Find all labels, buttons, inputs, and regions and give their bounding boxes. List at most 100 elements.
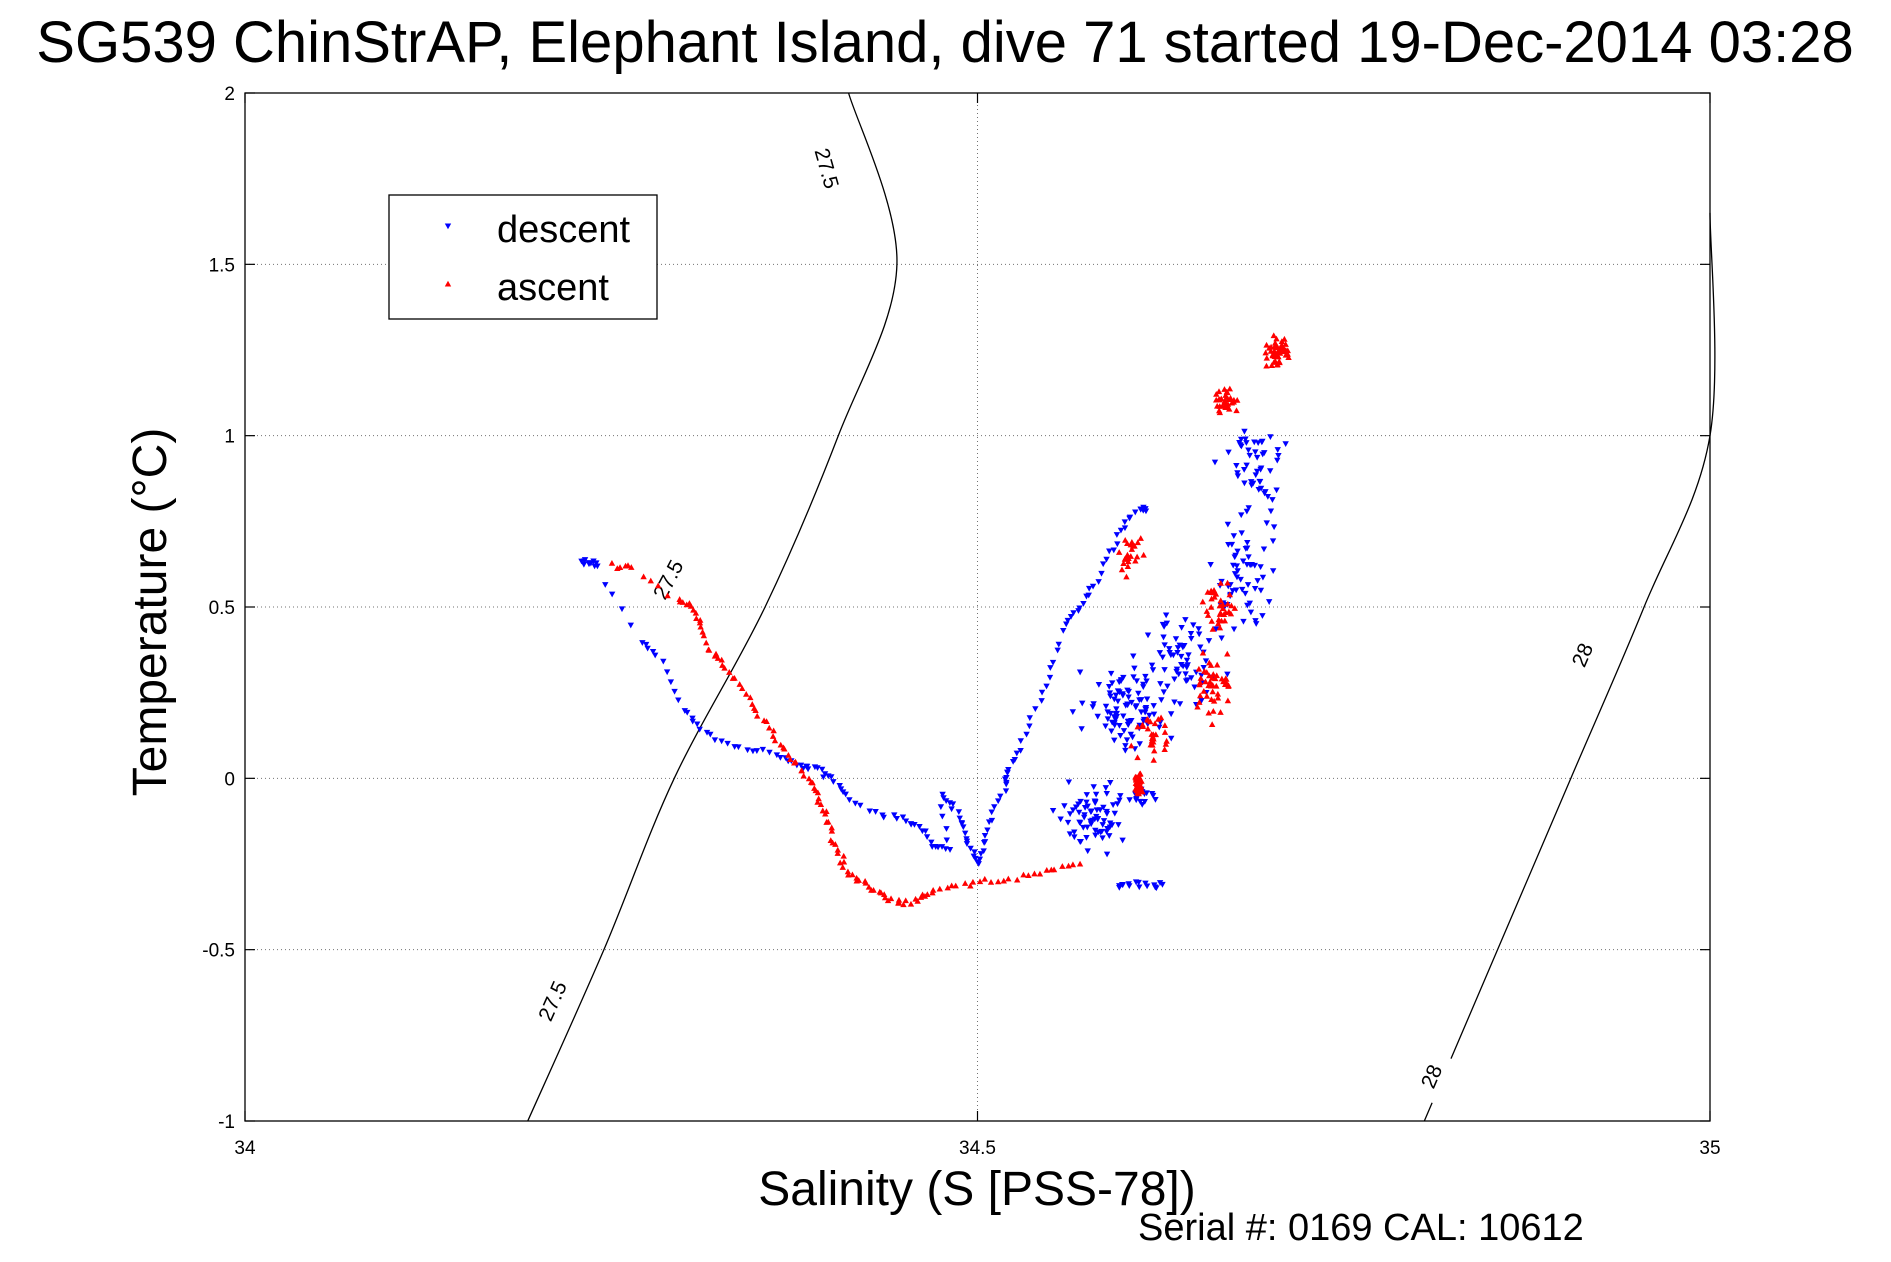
- ascent-point: [815, 795, 822, 802]
- y-tick-label: -0.5: [202, 941, 235, 962]
- grid-lines: [245, 93, 1710, 1121]
- ascent-point: [936, 885, 943, 892]
- ascent-point: [1210, 589, 1217, 596]
- ascent-point: [1220, 611, 1228, 617]
- ascent-point: [819, 807, 826, 814]
- descent-point: [1119, 882, 1126, 889]
- ascent-point: [981, 875, 988, 882]
- ascent-point: [967, 882, 974, 889]
- descent-point: [1085, 585, 1093, 592]
- descent-point: [1122, 702, 1129, 709]
- ascent-point: [676, 596, 683, 602]
- descent-point: [1133, 703, 1140, 710]
- descent-point: [846, 797, 853, 804]
- descent-point: [1108, 728, 1115, 735]
- ascent-point: [1155, 716, 1162, 722]
- descent-point: [1166, 649, 1173, 656]
- descent-point: [1182, 671, 1189, 678]
- descent-point: [1239, 586, 1246, 593]
- ascent-point: [624, 562, 632, 569]
- ascent-point: [1128, 742, 1135, 749]
- descent-point: [814, 765, 821, 772]
- descent-point: [836, 783, 843, 789]
- descent-point: [1049, 659, 1057, 666]
- legend: descent ascent: [388, 194, 658, 320]
- ascent-point: [1196, 679, 1204, 686]
- descent-point: [1066, 831, 1074, 838]
- descent-point: [1136, 741, 1143, 747]
- descent-point: [1117, 527, 1125, 534]
- descent-point: [1064, 819, 1072, 826]
- descent-point: [1100, 818, 1108, 824]
- ascent-point: [1267, 343, 1275, 350]
- contour-label: 28: [1560, 627, 1604, 682]
- descent-point: [1244, 582, 1252, 588]
- ascent-point: [1144, 716, 1151, 722]
- ascent-point: [944, 884, 951, 891]
- ascent-point: [800, 772, 807, 779]
- ascent-point: [763, 718, 770, 725]
- ascent-point: [1124, 551, 1131, 558]
- descent-point: [1106, 548, 1113, 555]
- ascent-point: [1215, 407, 1223, 414]
- descent-point: [1245, 505, 1252, 511]
- descent-point: [1107, 779, 1114, 786]
- ascent-point: [1196, 692, 1204, 699]
- ascent-point: [690, 606, 697, 613]
- descent-point: [1257, 564, 1264, 571]
- descent-point: [1149, 792, 1157, 799]
- descent-point: [1070, 610, 1077, 617]
- descent-point: [923, 834, 931, 840]
- descent-point: [1259, 574, 1267, 581]
- ascent-point: [1134, 723, 1141, 730]
- ascent-point: [948, 882, 955, 889]
- descent-point: [1114, 698, 1122, 705]
- ascent-point: [814, 789, 822, 796]
- ascent-point: [881, 894, 889, 901]
- descent-point: [602, 582, 609, 588]
- descent-point: [1269, 497, 1276, 503]
- descent-point: [1171, 699, 1178, 706]
- ascent-point: [718, 656, 725, 663]
- descent-point: [1170, 652, 1177, 659]
- descent-point: [1092, 791, 1100, 798]
- descent-point: [1152, 797, 1159, 803]
- descent-point: [940, 795, 947, 802]
- legend-marker-descent: [444, 223, 452, 230]
- ascent-point: [1220, 678, 1227, 685]
- descent-point: [581, 557, 589, 563]
- descent-point: [984, 827, 991, 834]
- contour-label-background: [644, 551, 691, 607]
- descent-point: [1171, 676, 1178, 683]
- descent-point: [759, 746, 767, 753]
- ascent-point: [1205, 709, 1212, 716]
- ascent-point: [1196, 699, 1203, 705]
- descent-point: [1178, 624, 1185, 631]
- descent-point: [943, 837, 950, 844]
- ascent-point: [1263, 354, 1270, 361]
- ascent-point: [1050, 866, 1058, 873]
- descent-point: [988, 809, 995, 816]
- descent-point: [1274, 457, 1281, 464]
- descent-point: [1103, 829, 1110, 835]
- descent-point: [1234, 470, 1241, 477]
- x-tick-label: 34.5: [959, 1138, 996, 1159]
- ascent-point: [1217, 597, 1224, 604]
- descent-point: [1156, 880, 1164, 886]
- ascent-point: [749, 701, 756, 707]
- ascent-point: [1218, 617, 1225, 624]
- ascent-point: [1219, 605, 1227, 612]
- descent-point: [1262, 489, 1269, 495]
- ascent-point: [929, 886, 937, 893]
- ascent-point: [781, 745, 788, 752]
- contour-label-background: [1409, 1048, 1453, 1104]
- descent-point: [976, 856, 984, 863]
- ascent-point: [1273, 335, 1280, 342]
- descent-point: [1243, 508, 1251, 515]
- descent-point: [1269, 568, 1277, 575]
- ascent-point: [770, 727, 777, 734]
- ascent-point: [1274, 361, 1281, 368]
- descent-point: [1038, 698, 1045, 704]
- descent-point: [1110, 547, 1117, 554]
- ascent-point: [834, 846, 841, 853]
